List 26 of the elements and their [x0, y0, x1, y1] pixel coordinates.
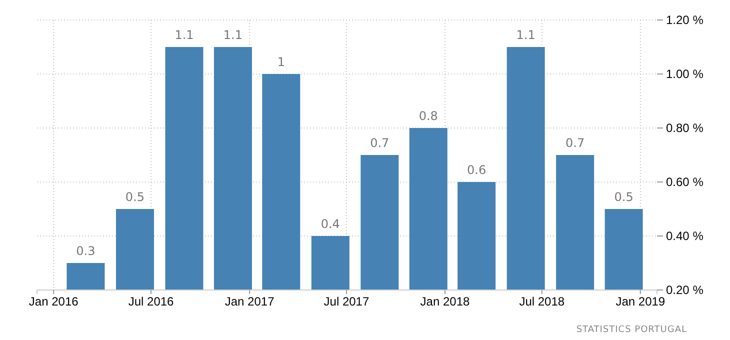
- data-label: 1.1: [174, 28, 194, 42]
- x-tick-label: Jul 2017: [324, 294, 370, 309]
- data-label: 0.5: [614, 190, 634, 204]
- y-tick-label: 1.00 %: [666, 66, 704, 81]
- x-tick-label: Jul 2016: [128, 294, 174, 309]
- data-label: 1.1: [223, 28, 243, 42]
- data-label: 0.7: [566, 136, 585, 150]
- data-label: 0.6: [467, 163, 486, 177]
- data-label: 0.4: [320, 217, 340, 231]
- text: STATISTICS PORTUGAL: [576, 325, 687, 335]
- data-label: 1: [277, 55, 285, 69]
- y-tick-label: 0.60 %: [666, 174, 704, 189]
- x-tick-label: Jan 2018: [420, 294, 470, 309]
- x-tick-label: Jul 2018: [519, 294, 565, 309]
- data-label: 0.5: [125, 190, 145, 204]
- data-label: 1.1: [516, 28, 536, 42]
- data-label: 0.7: [370, 136, 390, 150]
- x-tick-label: Jan 2016: [28, 294, 79, 309]
- x-tick-label: Jan 2017: [224, 294, 275, 309]
- y-tick-label: 0.80 %: [666, 120, 704, 135]
- x-tick-label: Jan 2019: [616, 294, 666, 309]
- data-label: 0.8: [418, 109, 438, 123]
- y-tick-label: 0.40 %: [666, 228, 704, 243]
- data-label: 0.3: [76, 244, 96, 258]
- y-tick-label: 1.20 %: [666, 12, 704, 27]
- y-tick-label: 0.20 %: [666, 282, 704, 297]
